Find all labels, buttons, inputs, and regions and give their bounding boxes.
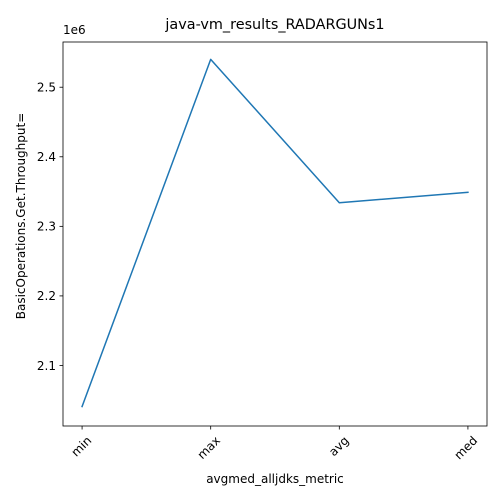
chart-title: java-vm_results_RADARGUNs1 [164, 17, 384, 33]
y-axis-ticks: 2.1 2.2 2.3 2.4 2.5 [37, 81, 63, 373]
x-axis-label: avgmed_alljdks_metric [206, 472, 344, 486]
y-axis-label: BasicOperations.Get.Throughput= [14, 113, 28, 320]
y-tick-label: 2.2 [37, 289, 56, 303]
y-tick-label: 2.5 [37, 81, 56, 95]
x-tick-label: avg [326, 433, 352, 459]
series-layer [81, 58, 469, 408]
x-axis-ticks: min max avg med [69, 426, 480, 462]
x-tick-label: max [195, 433, 223, 461]
y-tick-label: 2.1 [37, 359, 56, 373]
y-axis-offset-label: 1e6 [63, 23, 86, 37]
x-tick-label: min [69, 433, 95, 459]
x-tick-label: med [451, 433, 480, 462]
y-tick-label: 2.4 [37, 150, 56, 164]
plot-area [62, 41, 488, 427]
series-line-0 [81, 58, 469, 408]
plot-frame [62, 41, 488, 427]
y-tick-label: 2.3 [37, 220, 56, 234]
